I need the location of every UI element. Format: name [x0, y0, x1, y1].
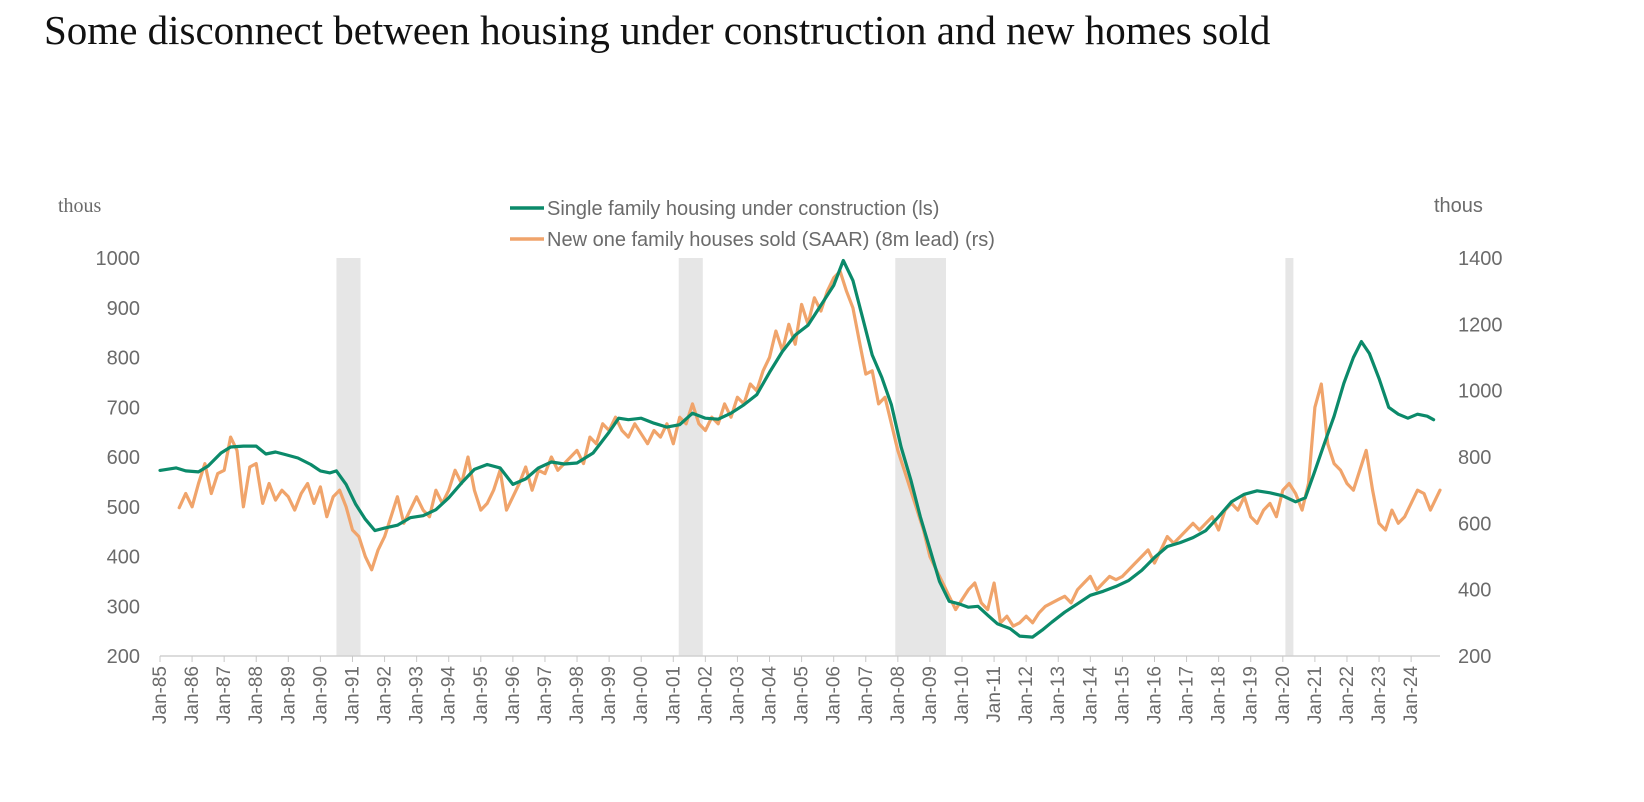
recession-band-0: [336, 258, 361, 656]
x-tick-label: Jan-05: [792, 666, 813, 724]
series-line-houses-sold: [177, 269, 1442, 628]
right-y-tick-label: 1200: [1458, 314, 1503, 336]
left-y-tick-label: 300: [107, 596, 140, 618]
legend-label-1: New one family houses sold (SAAR) (8m le…: [547, 229, 995, 251]
right-axis-unit: thous: [1434, 195, 1483, 217]
legend-label-0: Single family housing under construction…: [547, 198, 939, 220]
left-y-tick-label: 900: [107, 298, 140, 320]
left-y-tick-label: 1000: [96, 248, 141, 270]
x-tick-label: Jan-14: [1080, 666, 1101, 725]
right-y-tick-label: 1000: [1458, 381, 1503, 403]
recession-shading: [336, 258, 1294, 656]
x-tick-label: Jan-89: [278, 666, 299, 724]
right-y-tick-label: 800: [1458, 447, 1491, 469]
x-tick-label: Jan-20: [1273, 666, 1294, 724]
right-y-tick-label: 1400: [1458, 248, 1503, 270]
recession-band-1: [678, 258, 703, 656]
x-tick-label: Jan-13: [1048, 666, 1069, 724]
x-tick-label: Jan-09: [920, 666, 941, 724]
x-tick-label: Jan-24: [1401, 666, 1422, 725]
x-tick-label: Jan-18: [1209, 666, 1230, 724]
left-y-tick-label: 600: [107, 447, 140, 469]
left-y-tick-label: 700: [107, 397, 140, 419]
x-tick-label: Jan-15: [1112, 666, 1133, 724]
x-tick-label: Jan-95: [471, 666, 492, 724]
left-axis-unit: thous: [58, 195, 102, 217]
x-tick-label: Jan-01: [663, 666, 684, 724]
x-tick-label: Jan-91: [342, 666, 363, 724]
right-y-tick-label: 600: [1458, 513, 1491, 535]
x-tick-label: Jan-98: [567, 666, 588, 724]
x-tick-label: Jan-92: [375, 666, 396, 724]
left-y-tick-label: 800: [107, 348, 140, 370]
x-tick-label: Jan-87: [214, 666, 235, 724]
x-tick-label: Jan-23: [1369, 666, 1390, 724]
x-tick-label: Jan-08: [888, 666, 909, 724]
x-tick-label: Jan-85: [150, 666, 171, 724]
x-tick-label: Jan-96: [503, 666, 524, 724]
left-y-tick-label: 200: [107, 646, 140, 668]
x-tick-label: Jan-03: [727, 666, 748, 724]
left-y-tick-label: 500: [107, 497, 140, 519]
series-line-under-construction: [158, 258, 1436, 639]
right-y-tick-label: 200: [1458, 646, 1491, 668]
x-tick-label: Jan-16: [1144, 666, 1165, 724]
x-tick-label: Jan-04: [760, 666, 781, 725]
x-tick-label: Jan-22: [1337, 666, 1358, 724]
legend: Single family housing under construction…: [510, 198, 995, 251]
x-tick-label: Jan-12: [1016, 666, 1037, 724]
x-tick-label: Jan-06: [824, 666, 845, 724]
x-tick-label: Jan-99: [599, 666, 620, 724]
chart-title: Some disconnect between housing under co…: [44, 7, 1271, 53]
x-tick-label: Jan-00: [631, 666, 652, 724]
left-y-tick-label: 400: [107, 547, 140, 569]
x-tick-label: Jan-11: [984, 666, 1005, 723]
right-y-tick-label: 400: [1458, 580, 1491, 602]
x-tick-label: Jan-21: [1305, 666, 1326, 724]
x-tick-label: Jan-93: [407, 666, 428, 724]
x-tick-label: Jan-10: [952, 666, 973, 724]
x-tick-label: Jan-07: [856, 666, 877, 724]
series-lines: [158, 258, 1442, 639]
x-tick-label: Jan-02: [695, 666, 716, 724]
x-tick-label: Jan-94: [439, 666, 460, 725]
x-tick-label: Jan-17: [1177, 666, 1198, 724]
x-tick-label: Jan-86: [182, 666, 203, 724]
recession-band-3: [1285, 258, 1294, 656]
x-tick-label: Jan-97: [535, 666, 556, 724]
x-tick-label: Jan-88: [246, 666, 267, 724]
x-tick-label: Jan-19: [1241, 666, 1262, 724]
axes: Jan-85 Jan-86 Jan-87 Jan-88 Jan-89 Jan-90 Jan-…: [58, 195, 1503, 724]
x-tick-label: Jan-90: [310, 666, 331, 724]
